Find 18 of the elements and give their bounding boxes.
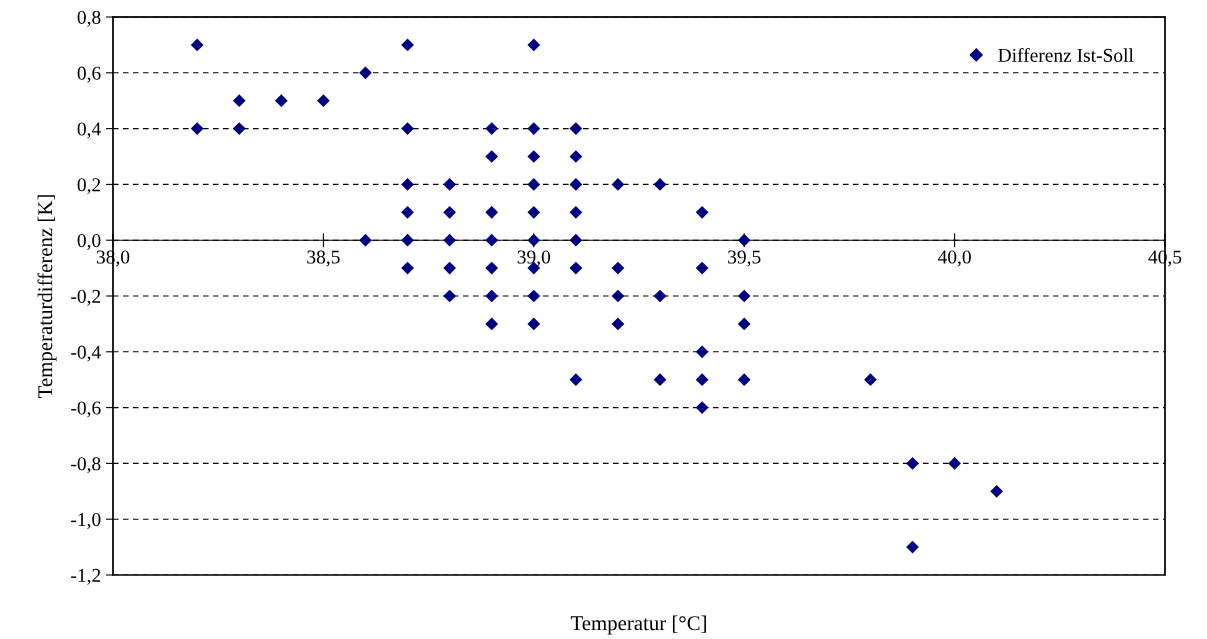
x-tick-label: 39,5 bbox=[728, 250, 761, 267]
y-tick-label: -1,0 bbox=[71, 513, 101, 529]
x-tick-label: 40,0 bbox=[937, 250, 971, 267]
y-tick-label: 0,4 bbox=[77, 122, 101, 139]
y-tick-label: 0,6 bbox=[77, 66, 101, 83]
x-tick-label: 38,5 bbox=[307, 250, 340, 267]
y-axis-title: Temperaturdifferenz [K] bbox=[37, 195, 57, 398]
legend-label: Differenz Ist-Soll bbox=[998, 48, 1134, 62]
y-tick-label: 0,0 bbox=[77, 234, 101, 250]
y-tick-label: 0,8 bbox=[77, 10, 101, 27]
x-axis-title: Temperatur [°C] bbox=[570, 615, 706, 635]
y-tick-label: -0,2 bbox=[71, 289, 101, 306]
y-tick-label: -0,8 bbox=[71, 457, 101, 474]
y-tick-label: -1,2 bbox=[71, 568, 101, 585]
y-tick-label: -0,4 bbox=[71, 345, 101, 362]
y-tick-label: -0,6 bbox=[71, 401, 101, 418]
y-tick-label: 0,2 bbox=[77, 178, 101, 195]
x-tick-label: 39,0 bbox=[517, 250, 551, 267]
